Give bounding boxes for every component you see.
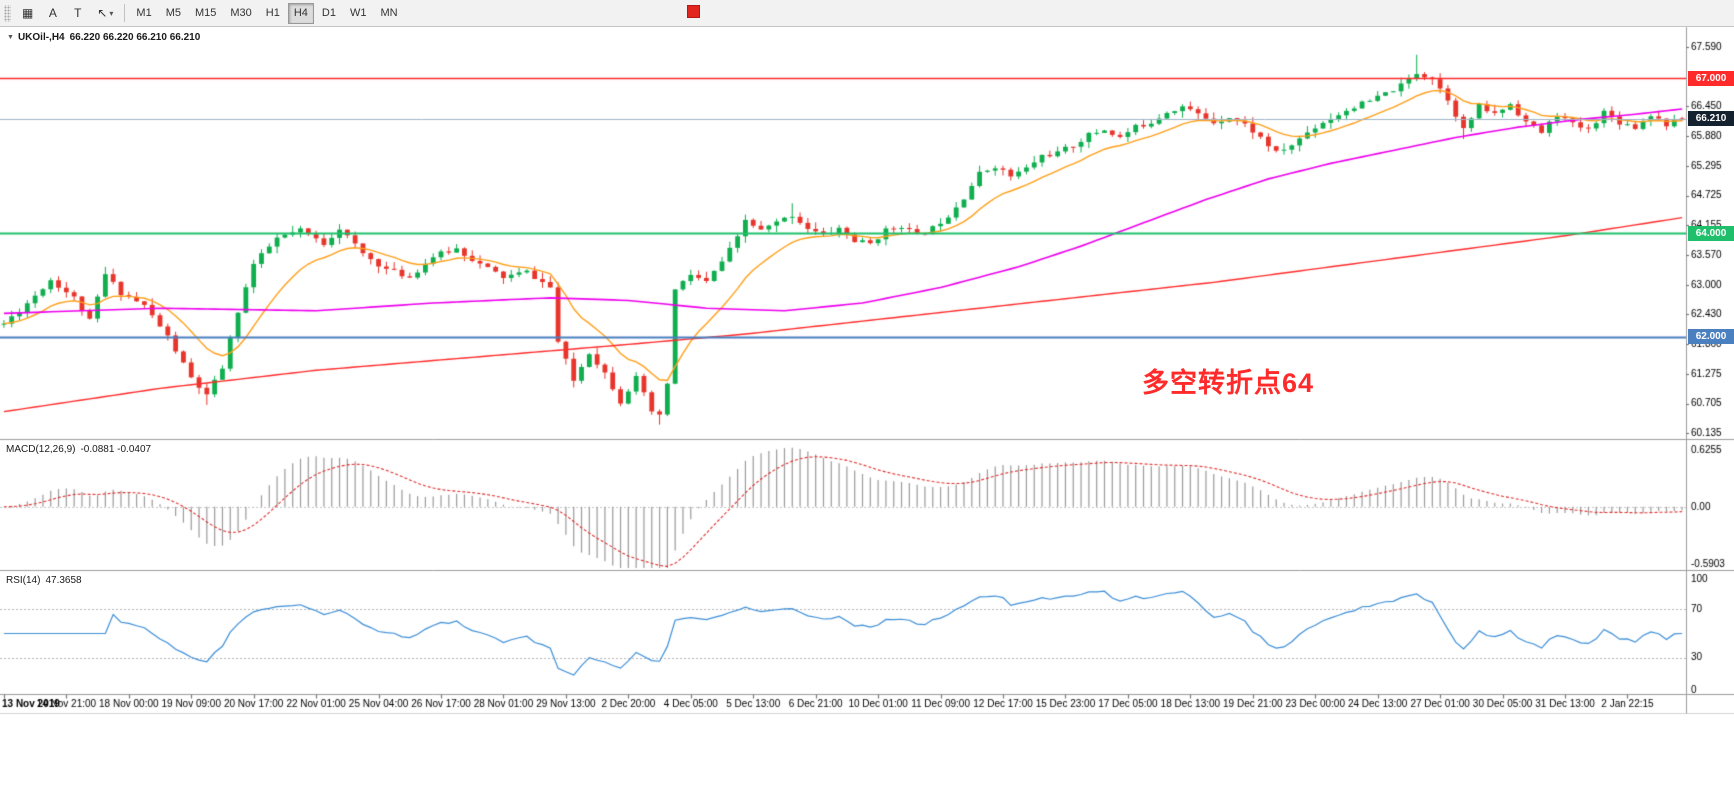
macd-name: MACD(12,26,9) bbox=[6, 444, 76, 455]
timeframe-h1-button[interactable]: H1 bbox=[260, 3, 286, 24]
chart-ohlc-values: 66.220 66.220 66.210 66.210 bbox=[69, 32, 201, 43]
price-badge-last-price: 66.210 bbox=[1688, 111, 1734, 127]
rsi-indicator-label: RSI(14) 47.3658 bbox=[6, 575, 82, 586]
chart-annotation: 多空转折点64 bbox=[1142, 368, 1315, 398]
chart-grid-icon: ▦ bbox=[22, 6, 34, 20]
collapse-arrow-icon[interactable]: ▼ bbox=[7, 34, 14, 41]
price-badge-support-64: 64.000 bbox=[1688, 225, 1734, 241]
macd-values: -0.0881 -0.0407 bbox=[80, 444, 152, 455]
cursor-tool-dropdown[interactable]: ↖ ▾ bbox=[91, 3, 119, 24]
price-badge-support-62: 62.000 bbox=[1688, 329, 1734, 345]
chart-title: ▼ UKOil-,H4 66.220 66.220 66.210 66.210 bbox=[7, 32, 200, 43]
timeframe-d1-button[interactable]: D1 bbox=[316, 3, 342, 24]
macd-indicator-label: MACD(12,26,9) -0.0881 -0.0407 bbox=[6, 444, 151, 455]
timeframe-m15-button[interactable]: M15 bbox=[189, 3, 222, 24]
cursor-icon: ↖ bbox=[97, 6, 108, 20]
toolbar-separator bbox=[124, 4, 126, 22]
timeframe-m30-button[interactable]: M30 bbox=[224, 3, 257, 24]
toolbar: ▦ A T ↖ ▾ M1 M5 M15 M30 H1 H4 D1 W1 MN bbox=[0, 0, 1734, 27]
red-indicator-icon[interactable] bbox=[687, 5, 700, 18]
timeframe-h4-button[interactable]: H4 bbox=[287, 2, 314, 24]
rsi-value: 47.3658 bbox=[45, 575, 82, 586]
chevron-down-icon: ▾ bbox=[109, 8, 114, 18]
text-label-button[interactable]: A bbox=[41, 3, 64, 24]
text-label-icon: A bbox=[48, 6, 57, 20]
rsi-name: RSI(14) bbox=[6, 575, 41, 586]
timeframe-w1-button[interactable]: W1 bbox=[344, 3, 373, 24]
text-tool-button[interactable]: T bbox=[66, 3, 89, 24]
chart-symbol-timeframe: UKOil-,H4 bbox=[17, 32, 65, 43]
timeframe-m1-button[interactable]: M1 bbox=[130, 3, 157, 24]
price-badge-resistance-67: 67.000 bbox=[1688, 70, 1734, 86]
toolbar-drag-handle[interactable] bbox=[4, 4, 11, 22]
timeframe-mn-button[interactable]: MN bbox=[374, 3, 403, 24]
timeframe-m5-button[interactable]: M5 bbox=[160, 3, 187, 24]
chart-grid-button[interactable]: ▦ bbox=[16, 3, 39, 24]
text-tool-icon: T bbox=[74, 6, 82, 20]
